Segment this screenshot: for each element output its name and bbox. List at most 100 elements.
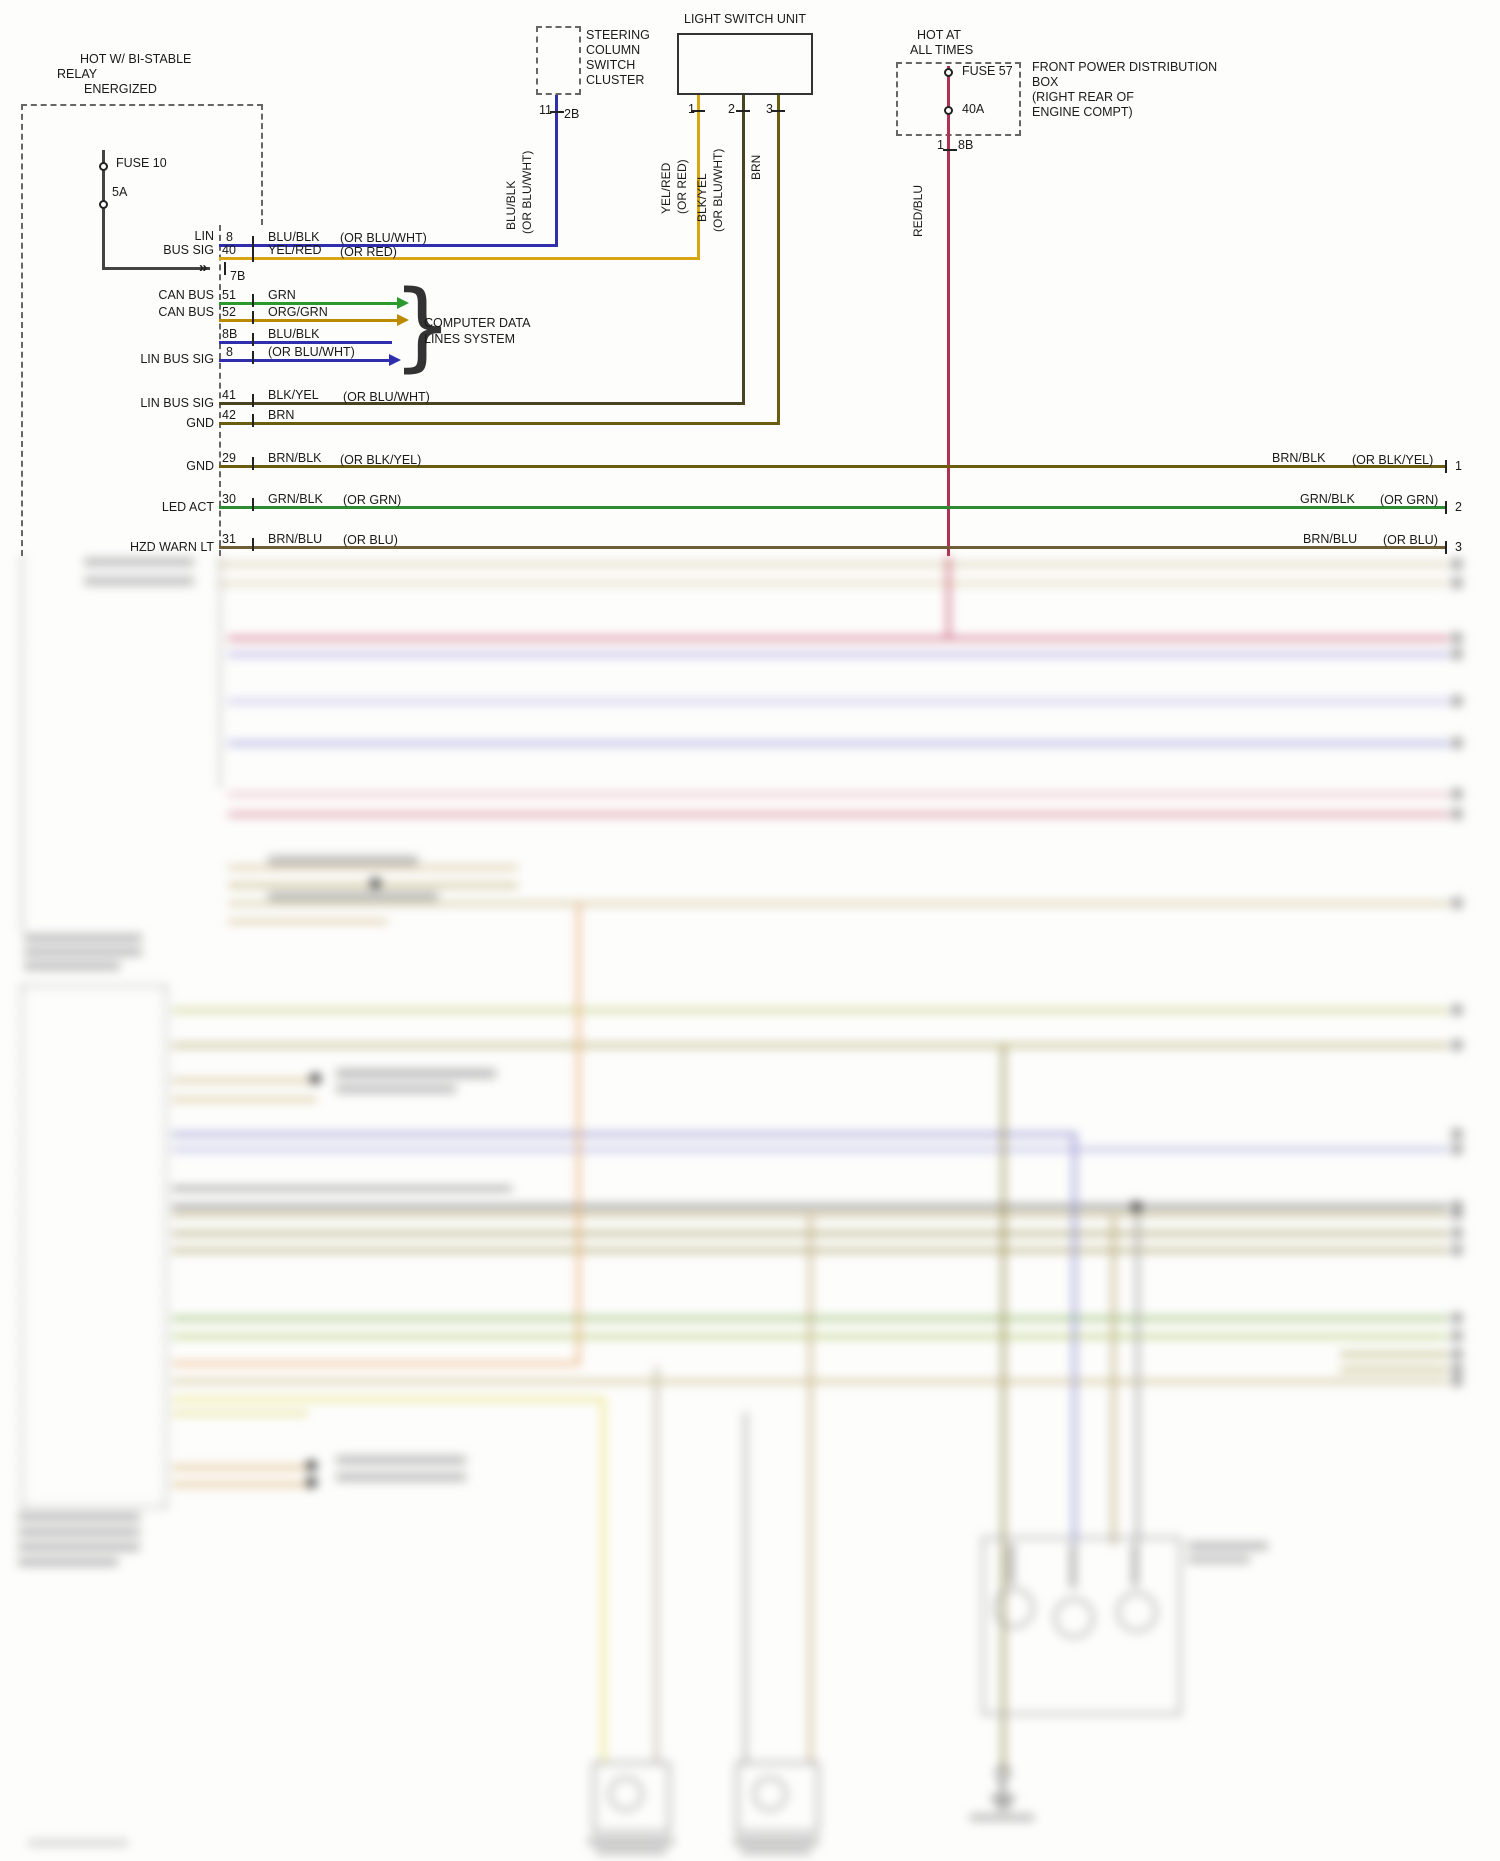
row8-wire-alt: (OR BLU/WHT) bbox=[340, 231, 427, 245]
wire-yel-red-vertical bbox=[697, 95, 700, 260]
steering-cluster-box bbox=[536, 26, 581, 95]
pin-tick bbox=[252, 457, 254, 470]
connector-tick bbox=[550, 111, 564, 113]
blurred-bulb bbox=[609, 1777, 643, 1811]
row30-right-pin: 2 bbox=[1455, 500, 1462, 514]
blurred-ground-stroke bbox=[991, 1796, 1015, 1799]
blurred-wire bbox=[744, 1412, 747, 1764]
row8b-connector: 8B bbox=[222, 327, 238, 341]
blurred-lamp-box bbox=[593, 1762, 670, 1833]
steering-label-3: SWITCH bbox=[586, 58, 636, 72]
row51-pin: 51 bbox=[222, 288, 236, 302]
blurred-wire bbox=[809, 1215, 812, 1764]
module-header-line2: RELAY bbox=[57, 67, 98, 81]
module-border-left bbox=[21, 104, 23, 556]
connector-tick bbox=[736, 110, 750, 112]
blurred-module-edge bbox=[219, 556, 221, 786]
blurred-pin bbox=[1452, 1040, 1462, 1050]
blurred-splice-dot bbox=[310, 1073, 321, 1084]
arrowhead-icon bbox=[397, 314, 409, 326]
wire-org-grn-pin52 bbox=[219, 319, 399, 322]
light-switch-box bbox=[677, 33, 813, 95]
blurred-text bbox=[336, 1085, 456, 1093]
blurred-lamp-assembly bbox=[982, 1537, 1181, 1715]
connector-tick bbox=[691, 110, 705, 112]
wire-blu-blk-pin8 bbox=[219, 244, 558, 247]
blurred-wire bbox=[172, 1205, 1448, 1208]
blurred-wire bbox=[1340, 1368, 1448, 1371]
blurred-text bbox=[596, 1848, 666, 1854]
steering-connector: 2B bbox=[564, 107, 580, 121]
wire-grn-pin51 bbox=[219, 302, 399, 305]
blurred-pin bbox=[1452, 1129, 1462, 1139]
row29-wire-alt: (OR BLK/YEL) bbox=[340, 453, 422, 467]
blurred-text bbox=[84, 577, 194, 585]
blurred-wire bbox=[228, 653, 1449, 656]
fuse10-label: FUSE 10 bbox=[116, 156, 167, 170]
blurred-text bbox=[84, 558, 194, 566]
blurred-pin bbox=[1452, 1376, 1462, 1386]
computer-data-label-2: LINES SYSTEM bbox=[424, 332, 515, 346]
steering-label-2: COLUMN bbox=[586, 43, 641, 57]
light-switch-pin1: 1 bbox=[688, 102, 695, 116]
row29-wire-label: BRN/BLK bbox=[268, 451, 322, 465]
blurred-text bbox=[24, 948, 142, 956]
blurred-wire bbox=[172, 1466, 312, 1469]
steering-pin: 11 bbox=[539, 103, 552, 117]
row42-pin: 42 bbox=[222, 408, 236, 422]
blurred-splice-dot bbox=[306, 1477, 317, 1488]
wire-label-blu-blk: BLU/BLK bbox=[504, 180, 518, 230]
pin-tick bbox=[1445, 541, 1447, 554]
light-switch-pin3: 3 bbox=[766, 102, 773, 116]
blurred-module2-box bbox=[21, 985, 167, 1508]
row40-pin: 40 bbox=[222, 243, 236, 257]
blurred-bulb bbox=[1117, 1592, 1157, 1632]
power-header-1: HOT AT bbox=[917, 28, 961, 42]
blurred-text bbox=[336, 1456, 466, 1464]
row8-pin: 8 bbox=[226, 230, 233, 244]
row31-pin: 31 bbox=[222, 532, 236, 546]
row8x-wire-label: (OR BLU/WHT) bbox=[268, 345, 355, 359]
row31-right-alt: (OR BLU) bbox=[1383, 533, 1438, 547]
wire-brn-pin42 bbox=[219, 422, 780, 425]
row29-right-label: BRN/BLK bbox=[1272, 451, 1326, 465]
blurred-wire bbox=[228, 866, 518, 869]
steering-label-1: STEERING bbox=[586, 28, 650, 42]
pin-tick bbox=[252, 351, 254, 364]
blurred-ground-icon bbox=[996, 1766, 1010, 1780]
blurred-text bbox=[1188, 1556, 1250, 1563]
row29-left-label: GND bbox=[186, 459, 214, 473]
wire-label-blk-yel: BLK/YEL bbox=[695, 173, 709, 222]
module-header-line1: HOT W/ BI-STABLE bbox=[80, 52, 192, 66]
power-pin: 1 bbox=[937, 138, 944, 152]
module-border-right-upper bbox=[261, 104, 263, 225]
blurred-wire bbox=[172, 1009, 1448, 1012]
module-header-line3: ENERGIZED bbox=[84, 82, 157, 96]
blurred-text bbox=[18, 1558, 118, 1566]
row51-wire-label: GRN bbox=[268, 288, 296, 302]
blurred-bulb bbox=[1054, 1598, 1094, 1638]
connector-tick bbox=[771, 110, 785, 112]
power-header-2: ALL TIMES bbox=[910, 43, 974, 57]
fuse57-terminal-bottom bbox=[944, 106, 953, 115]
blurred-region bbox=[0, 556, 1500, 1861]
row31-left-label: HZD WARN LT bbox=[129, 540, 214, 554]
power-box-label-4: ENGINE COMPT) bbox=[1032, 105, 1133, 119]
row40-wire-label: YEL/RED bbox=[268, 243, 322, 257]
blurred-wire bbox=[228, 902, 1449, 905]
blurred-wire bbox=[947, 556, 950, 639]
blurred-ground-stroke bbox=[995, 1802, 1011, 1805]
blurred-text bbox=[24, 962, 120, 970]
connector-7b-label: 7B bbox=[230, 269, 246, 283]
blurred-pin bbox=[1452, 578, 1462, 588]
fuse10-wire-vertical bbox=[102, 150, 105, 268]
row41-left-label: LIN BUS SIG bbox=[140, 396, 214, 410]
blurred-wire bbox=[172, 1044, 1448, 1047]
blurred-wire bbox=[172, 1213, 1448, 1216]
row52-left-label: CAN BUS bbox=[158, 305, 214, 319]
fuse57-label: FUSE 57 bbox=[962, 64, 1013, 78]
blurred-pin bbox=[1452, 696, 1462, 706]
row8b-wire-label: BLU/BLK bbox=[268, 327, 320, 341]
blurred-wire bbox=[577, 904, 580, 1364]
light-switch-title: LIGHT SWITCH UNIT bbox=[684, 12, 806, 26]
